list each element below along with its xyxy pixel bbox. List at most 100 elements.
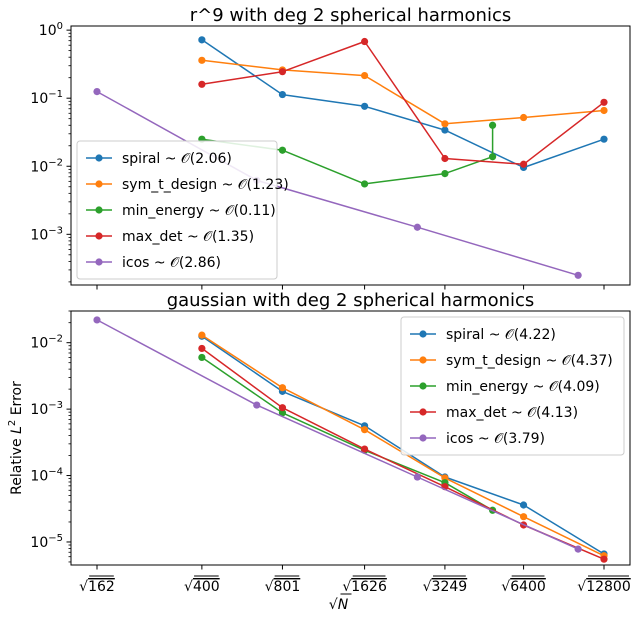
data-point xyxy=(519,113,528,122)
data-point xyxy=(360,71,369,80)
legend-label: icos ~ 𝒪(2.86) xyxy=(122,255,221,271)
legend: spiral ~ 𝒪(4.22) sym_t_design ~ 𝒪(4.37) mi… xyxy=(400,316,625,456)
legend-item: sym_t_design ~ 𝒪(4.37) xyxy=(410,353,613,369)
legend-item: min_energy ~ 𝒪(4.09) xyxy=(410,379,600,395)
data-point xyxy=(600,106,608,115)
data-point xyxy=(519,501,528,509)
legend-marker xyxy=(95,180,103,188)
data-point xyxy=(198,353,206,362)
x-tick-label: √801 xyxy=(265,579,301,595)
x-tick-label: √1626 xyxy=(342,579,387,595)
series-line xyxy=(96,90,579,277)
series-5 xyxy=(93,316,582,553)
chart-panel-2: gaussian with deg 2 spherical harmonics 1… xyxy=(7,290,631,613)
data-point xyxy=(413,473,421,481)
data-point xyxy=(441,120,449,128)
legend-label: icos ~ 𝒪(3.79) xyxy=(446,431,545,447)
legend-marker xyxy=(95,258,103,266)
data-point xyxy=(360,426,369,434)
y-tick-label: 10−2 xyxy=(30,157,63,175)
data-point xyxy=(93,87,101,96)
legend-item: max_det ~ 𝒪(1.35) xyxy=(86,229,254,245)
chart-title: r^9 with deg 2 spherical harmonics xyxy=(190,5,511,26)
data-point xyxy=(198,331,206,339)
data-point xyxy=(360,102,369,110)
series-5 xyxy=(93,87,582,279)
legend-marker xyxy=(95,206,103,214)
data-point xyxy=(93,316,101,324)
y-tick-label: 10−4 xyxy=(30,467,63,485)
data-point xyxy=(488,121,497,129)
data-point xyxy=(600,135,608,143)
data-point xyxy=(198,344,206,353)
legend-label: max_det ~ 𝒪(1.35) xyxy=(122,229,254,245)
data-point xyxy=(519,513,528,521)
legend-item: spiral ~ 𝒪(4.22) xyxy=(410,327,556,343)
series-1 xyxy=(198,36,608,172)
data-point xyxy=(278,146,287,154)
data-point xyxy=(278,90,287,99)
legend-item: min_energy ~ 𝒪(0.11) xyxy=(86,203,276,219)
data-point xyxy=(198,36,206,44)
legend-box xyxy=(76,140,278,280)
legend-label: spiral ~ 𝒪(2.06) xyxy=(122,151,232,167)
y-tick-label: 100 xyxy=(39,21,63,39)
series-line xyxy=(96,319,579,550)
y-axis-label: Relative L2 Error xyxy=(7,381,25,495)
data-point xyxy=(413,223,421,231)
legend-item: icos ~ 𝒪(3.79) xyxy=(410,431,545,447)
legend-marker xyxy=(419,356,427,364)
y-tick-label: 10−2 xyxy=(30,334,63,352)
chart-panel-1: r^9 with deg 2 spherical harmonics 100 10−… xyxy=(30,5,631,290)
data-point xyxy=(360,180,369,188)
legend-item: sym_t_design ~ 𝒪(1.23) xyxy=(86,177,289,193)
legend-marker xyxy=(419,330,427,338)
data-point xyxy=(198,80,206,88)
legend-marker xyxy=(95,154,103,162)
data-point xyxy=(198,56,206,64)
data-point xyxy=(278,384,287,392)
chart-title: gaussian with deg 2 spherical harmonics xyxy=(167,290,535,311)
series-2 xyxy=(198,56,608,128)
y-tick-label: 10−3 xyxy=(30,400,63,418)
legend-label: min_energy ~ 𝒪(0.11) xyxy=(122,203,276,219)
series-4 xyxy=(198,37,608,168)
legend-item: max_det ~ 𝒪(4.13) xyxy=(410,405,578,421)
data-point xyxy=(360,445,369,453)
x-tick-label: √162 xyxy=(79,579,115,595)
legend-label: sym_t_design ~ 𝒪(4.37) xyxy=(446,353,613,369)
x-tick-label: √6400 xyxy=(501,579,546,595)
y-tick-label: 10−3 xyxy=(30,225,63,243)
data-point xyxy=(488,153,497,161)
legend-item: icos ~ 𝒪(2.86) xyxy=(86,255,221,271)
y-tick-label: 10−1 xyxy=(30,89,63,107)
data-point xyxy=(441,169,449,178)
data-point xyxy=(278,409,287,417)
legend-marker xyxy=(419,408,427,416)
data-point xyxy=(574,271,582,279)
y-tick-label: 10−5 xyxy=(30,533,63,551)
axes-frame xyxy=(70,310,631,566)
x-tick-label: √3249 xyxy=(423,579,468,595)
data-point xyxy=(278,68,287,76)
x-tick-label: √12800 xyxy=(577,579,630,595)
legend-box xyxy=(400,316,625,456)
x-tick-label: √400 xyxy=(184,579,220,595)
series-line xyxy=(201,40,605,166)
axes-frame xyxy=(70,25,631,286)
legend: spiral ~ 𝒪(2.06) sym_t_design ~ 𝒪(1.23) mi… xyxy=(76,140,289,280)
series-line xyxy=(201,59,605,125)
data-point xyxy=(441,126,449,134)
data-point xyxy=(278,404,287,412)
data-point xyxy=(253,401,261,409)
data-point xyxy=(360,37,369,46)
legend-label: sym_t_design ~ 𝒪(1.23) xyxy=(122,177,289,193)
data-point xyxy=(574,545,582,553)
legend-label: spiral ~ 𝒪(4.22) xyxy=(446,327,556,343)
data-point xyxy=(600,98,608,106)
legend-label: min_energy ~ 𝒪(4.09) xyxy=(446,379,600,395)
data-point xyxy=(519,160,528,168)
legend-marker xyxy=(419,434,427,442)
series-line xyxy=(201,39,605,169)
